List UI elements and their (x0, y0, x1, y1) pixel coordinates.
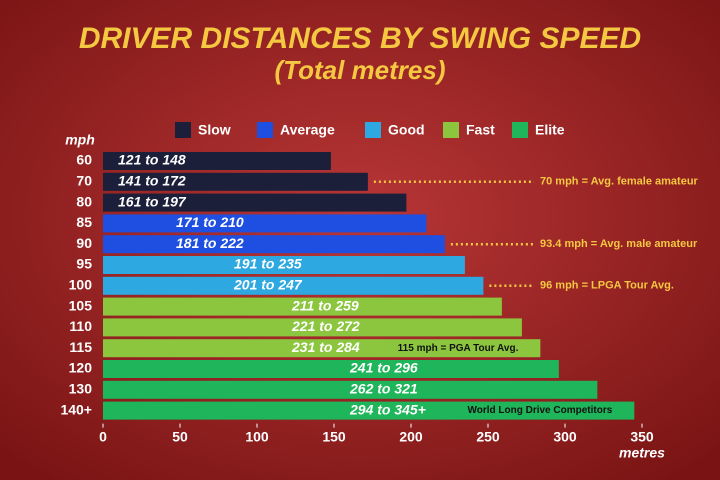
y-axis-label: mph (65, 132, 95, 148)
x-tick-label: 300 (553, 428, 577, 444)
x-tick-label: 250 (476, 428, 500, 444)
value-label: 231 to 284 (291, 339, 360, 355)
bar (103, 214, 427, 233)
bar (103, 193, 407, 212)
legend-label: Fast (466, 122, 495, 138)
bar (103, 380, 598, 399)
bar (103, 318, 522, 337)
y-tick-label: 60 (76, 152, 92, 168)
y-tick-label: 105 (69, 297, 93, 313)
value-label: 201 to 247 (233, 277, 303, 293)
y-tick-label: 90 (76, 235, 92, 251)
bar (103, 235, 445, 254)
annotation: 93.4 mph = Avg. male amateur (540, 238, 698, 250)
value-label: 141 to 172 (118, 173, 186, 189)
value-label: 171 to 210 (176, 214, 244, 230)
legend-label: Average (280, 122, 335, 138)
bar (103, 276, 484, 295)
x-tick-label: 150 (322, 428, 346, 444)
value-label: 294 to 345+ (349, 401, 426, 417)
x-tick-label: 350 (630, 428, 654, 444)
x-tick-label: 100 (245, 428, 269, 444)
bar (103, 172, 368, 191)
y-tick-label: 95 (76, 256, 92, 272)
legend-swatch (365, 122, 381, 138)
y-tick-label: 100 (69, 277, 93, 293)
value-label: 181 to 222 (176, 235, 244, 251)
x-tick-label: 200 (399, 428, 423, 444)
x-axis-label: metres (619, 445, 665, 461)
bar (103, 152, 331, 170)
bar (103, 360, 559, 378)
x-tick-label: 50 (172, 428, 188, 444)
legend-swatch (257, 122, 273, 138)
legend-swatch (512, 122, 528, 138)
legend-label: Elite (535, 122, 565, 138)
bar (103, 401, 635, 420)
value-label: 121 to 148 (118, 152, 186, 168)
annotation: World Long Drive Competitors (467, 405, 612, 416)
y-tick-label: 120 (69, 360, 93, 376)
y-tick-label: 130 (69, 381, 93, 397)
legend-swatch (443, 122, 459, 138)
annotation: 115 mph = PGA Tour Avg. (398, 343, 519, 354)
x-tick-label: 0 (99, 428, 107, 444)
bar (103, 339, 541, 358)
y-tick-label: 110 (69, 318, 92, 334)
value-label: 262 to 321 (349, 381, 418, 397)
legend-swatch (175, 122, 191, 138)
bar (103, 297, 502, 316)
value-label: 211 to 259 (291, 297, 359, 313)
y-tick-label: 140+ (60, 401, 92, 417)
value-label: 191 to 235 (234, 256, 302, 272)
value-label: 241 to 296 (349, 360, 418, 376)
legend-label: Slow (198, 122, 231, 138)
value-label: 161 to 197 (118, 193, 187, 209)
chart-title: DRIVER DISTANCES BY SWING SPEED (79, 22, 641, 55)
annotation: 96 mph = LPGA Tour Avg. (540, 280, 674, 292)
chart-subtitle: (Total metres) (275, 55, 446, 85)
y-tick-label: 115 (69, 339, 92, 355)
y-tick-label: 80 (76, 193, 92, 209)
legend-label: Good (388, 122, 425, 138)
y-tick-label: 70 (76, 173, 92, 189)
y-tick-label: 85 (76, 214, 92, 230)
value-label: 221 to 272 (291, 318, 360, 334)
annotation: 70 mph = Avg. female amateur (540, 176, 699, 188)
bar (103, 256, 465, 274)
